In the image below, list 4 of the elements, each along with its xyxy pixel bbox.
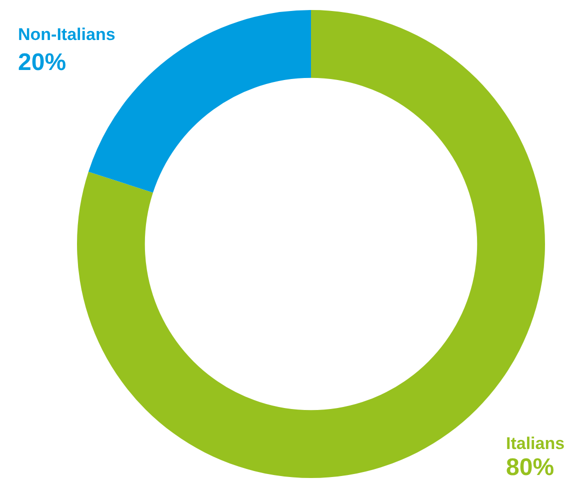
- slice-label: Italians: [506, 434, 565, 453]
- data-label: 20%: [18, 49, 66, 76]
- data-label: 80%: [506, 454, 554, 481]
- slice-label: Non-Italians: [18, 25, 116, 44]
